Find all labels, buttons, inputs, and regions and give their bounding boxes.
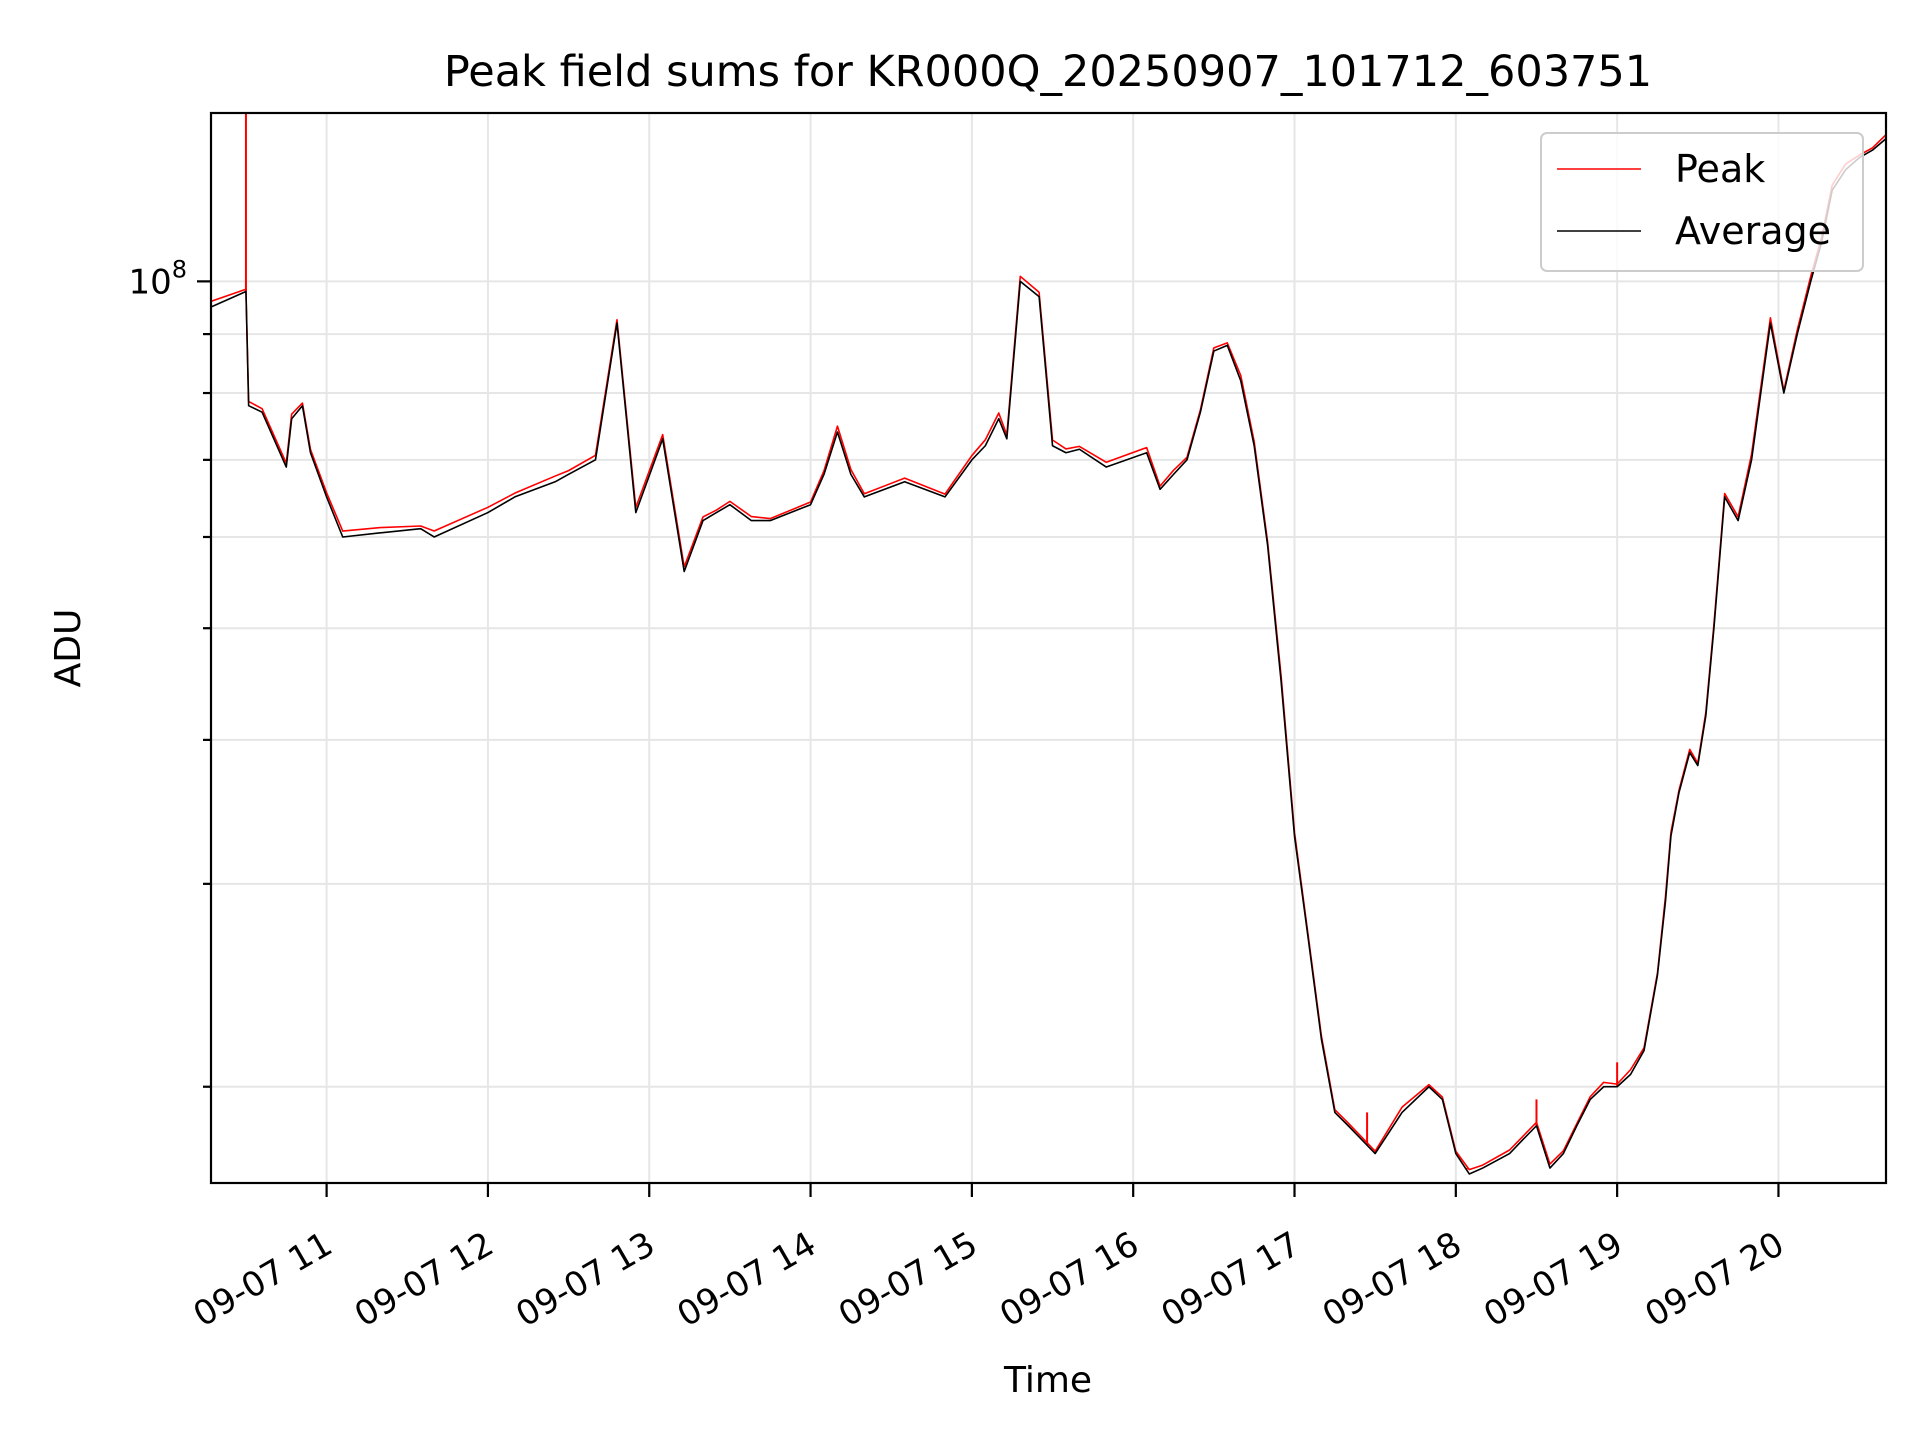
legend: Peak Average [1540,132,1864,272]
series-line-average [211,138,1886,1175]
legend-box [1540,132,1864,272]
chart-title: Peak field sums for KR000Q_20250907_1017… [444,47,1652,97]
x-axis-label: Time [1003,1360,1092,1401]
y-axis-label: ADU [48,609,89,688]
legend-label-peak: Peak [1675,147,1765,191]
series-area [211,113,1886,1175]
y-major-tick-label: 108 [128,255,187,302]
plot-frame [209,111,1888,1185]
legend-label-average: Average [1675,209,1831,253]
